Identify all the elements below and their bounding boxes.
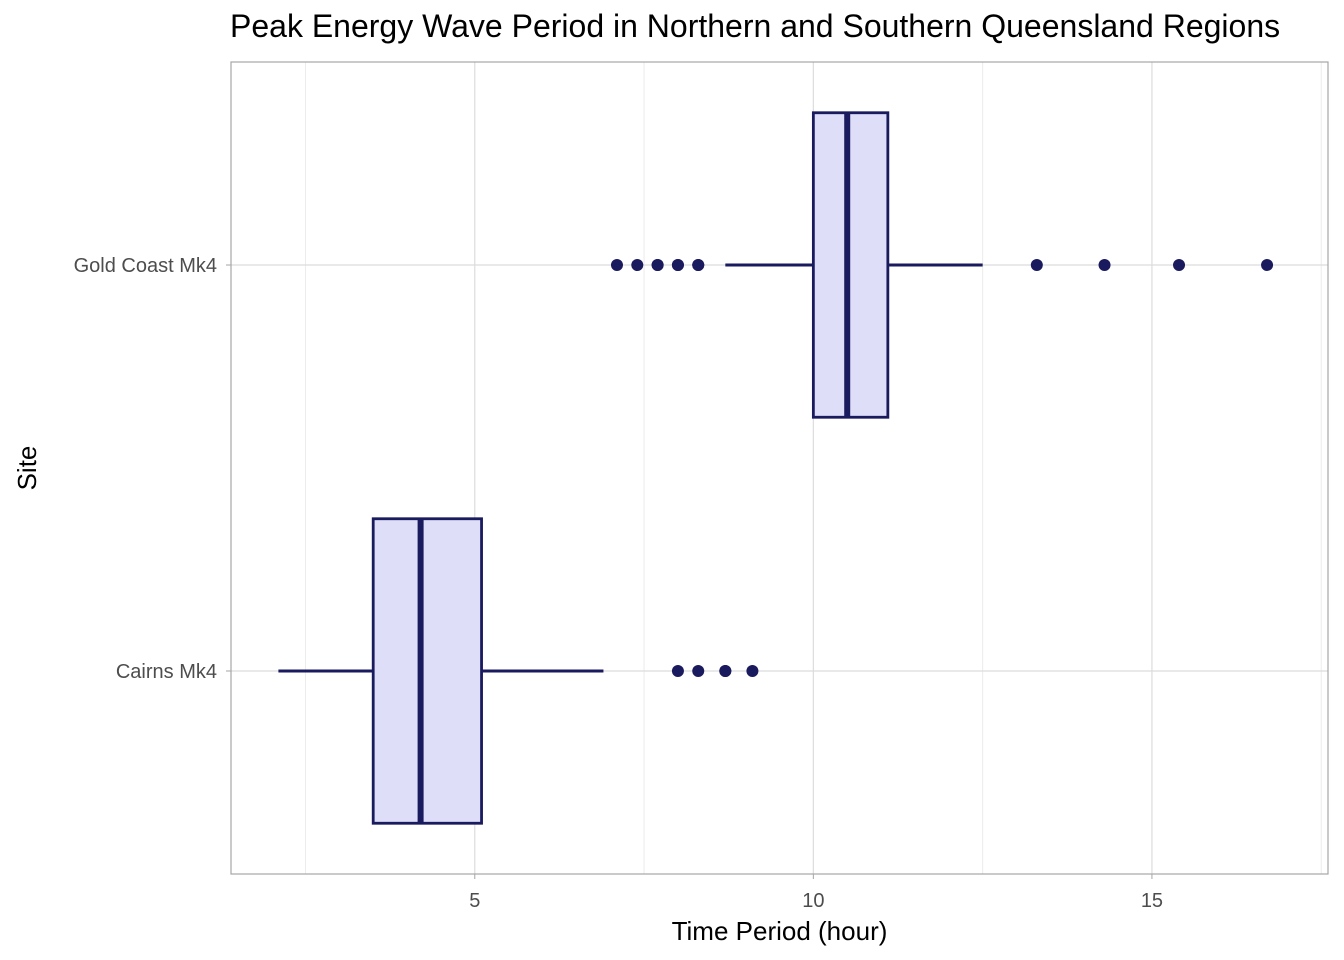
outlier-point <box>651 259 664 271</box>
iqr-box <box>811 111 890 419</box>
axis-ticks: 5 10 15 Cairns Mk4 Gold Coast Mk4 <box>74 255 1163 912</box>
outlier-point <box>631 259 644 271</box>
outlier-point <box>1261 259 1274 271</box>
outlier-point <box>610 259 623 271</box>
x-tick-label: 5 <box>469 890 480 912</box>
box-group <box>278 517 759 825</box>
outlier-point <box>746 665 759 677</box>
outlier-point <box>671 259 684 271</box>
outlier-point <box>1098 259 1111 271</box>
y-axis-title: Site <box>12 446 42 491</box>
x-tick-label: 15 <box>1141 890 1163 912</box>
x-axis-title: Time Period (hour) <box>672 916 888 946</box>
iqr-box <box>371 517 483 825</box>
y-tick-label: Cairns Mk4 <box>116 661 217 683</box>
x-tick-label: 10 <box>802 890 824 912</box>
chart-title: Peak Energy Wave Period in Northern and … <box>230 8 1281 44</box>
outlier-point <box>719 665 732 677</box>
outlier-point <box>692 665 705 677</box>
outlier-point <box>692 259 705 271</box>
plot-panel-border <box>230 61 1329 875</box>
outlier-point <box>671 665 684 677</box>
y-tick-label: Gold Coast Mk4 <box>74 255 217 277</box>
outlier-point <box>1030 259 1043 271</box>
outlier-point <box>1173 259 1186 271</box>
box-group <box>610 111 1274 419</box>
boxplot-series <box>278 111 1274 825</box>
